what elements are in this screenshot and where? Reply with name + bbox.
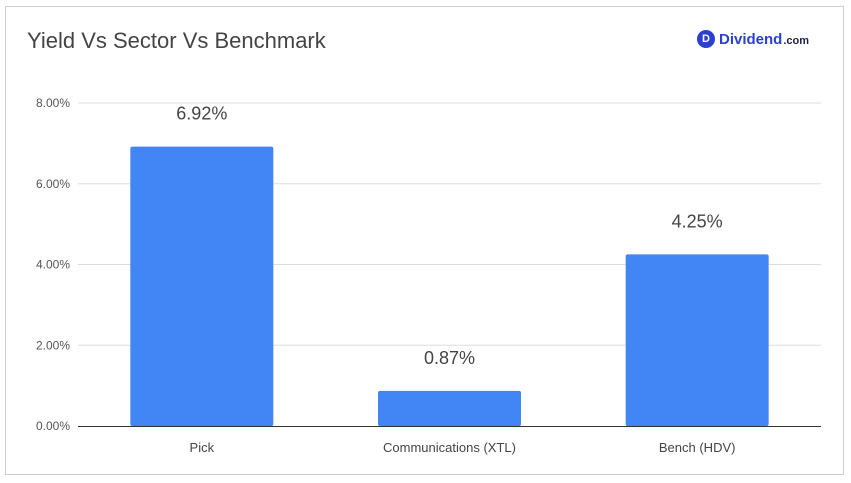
category-label: Pick bbox=[190, 440, 215, 455]
bar[interactable] bbox=[130, 146, 274, 427]
category-label: Bench (HDV) bbox=[659, 440, 736, 455]
y-tick-label: 0.00% bbox=[36, 419, 70, 433]
logo-name: Dividend bbox=[719, 30, 783, 48]
bar[interactable] bbox=[378, 390, 521, 426]
data-label: 4.25% bbox=[672, 211, 723, 231]
logo-mark-icon: D bbox=[697, 30, 715, 48]
dividend-logo[interactable]: D Dividend .com bbox=[697, 29, 809, 49]
category-label: Communications (XTL) bbox=[383, 440, 516, 455]
x-axis-category-labels: Pick Communications (XTL) Bench (HDV) bbox=[190, 440, 736, 455]
data-labels: 6.92% 0.87% 4.25% bbox=[176, 104, 722, 368]
y-axis-tick-labels: 0.00% 2.00% 4.00% 6.00% 8.00% bbox=[36, 96, 70, 433]
bars bbox=[130, 146, 769, 427]
bar[interactable] bbox=[625, 254, 769, 426]
logo-tld: .com bbox=[783, 34, 810, 47]
y-tick-label: 4.00% bbox=[36, 258, 70, 272]
y-tick-label: 6.00% bbox=[36, 177, 70, 191]
chart-title: Yield Vs Sector Vs Benchmark bbox=[27, 28, 326, 53]
y-tick-label: 8.00% bbox=[36, 96, 70, 110]
data-label: 6.92% bbox=[176, 104, 227, 124]
y-tick-label: 2.00% bbox=[36, 338, 70, 352]
data-label: 0.87% bbox=[424, 348, 475, 368]
